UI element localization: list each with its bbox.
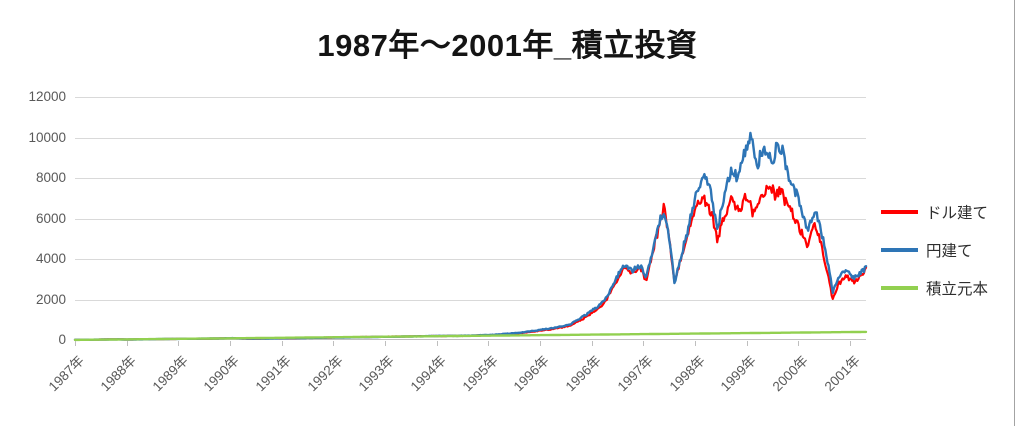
x-tick-label: 1998年 (666, 352, 708, 395)
legend-swatch-usd-line-icon (881, 210, 918, 214)
x-tick-mark (488, 341, 490, 346)
plot-area (73, 97, 868, 342)
y-tick-label: 4000 (35, 251, 66, 266)
x-tick-label: 1993年 (356, 352, 398, 395)
y-tick-label: 2000 (35, 291, 66, 307)
y-axis: 0 2000 4000 6000 8000 10000 12000 (0, 0, 66, 426)
x-tick-label: 1987年 (46, 352, 88, 395)
x-tick-mark (850, 341, 852, 346)
y-tick-label: 0 (58, 332, 66, 347)
x-tick-label: 1990年 (201, 352, 243, 395)
legend: ドル建て 円建て 積立元本 (881, 193, 988, 307)
x-tick-label: 1996年 (511, 352, 553, 395)
x-tick-mark (591, 341, 593, 346)
y-tick-label: 10000 (28, 129, 66, 145)
x-tick-mark (695, 341, 697, 346)
legend-item-principal: 積立元本 (881, 269, 988, 307)
x-tick-label: 1999年 (717, 352, 760, 395)
x-tick-mark (436, 341, 438, 346)
x-axis: 1987年 1988年 1989年 1990年 1991年 1992年 1993年 1994年… (0, 340, 1015, 426)
legend-label-usd: ドル建て (926, 205, 989, 222)
x-tick-label: 1988年 (97, 352, 140, 395)
x-tick-label: 2000年 (769, 352, 811, 395)
x-tick-mark (643, 341, 645, 346)
x-tick-mark (746, 341, 748, 346)
x-tick-label: 1996年 (562, 352, 605, 395)
chart-title: 1987年～2001年_積立投資 (317, 28, 698, 63)
series-line-1 (73, 131, 868, 342)
x-tick-mark (178, 341, 180, 346)
legend-item-usd: ドル建て (881, 193, 988, 231)
plot-svg (73, 97, 868, 342)
x-tick-mark (281, 341, 283, 346)
x-tick-label: 1994年 (407, 352, 450, 395)
series-line-2 (73, 330, 868, 342)
x-tick-mark (798, 341, 800, 346)
x-tick-mark (230, 341, 231, 346)
series-line-0 (73, 184, 868, 341)
x-tick-label: 1995年 (459, 352, 501, 395)
x-tick-mark (333, 341, 335, 346)
x-tick-label: 1989年 (149, 352, 191, 395)
legend-label-yen: 円建て (926, 243, 973, 260)
x-tick-label: 1991年 (252, 352, 295, 395)
y-tick-label: 6000 (35, 210, 66, 226)
x-tick-label: 1997年 (614, 352, 656, 395)
y-tick-label: 8000 (35, 170, 66, 185)
x-tick-mark (540, 341, 542, 346)
legend-swatch-yen-line-icon (881, 248, 918, 252)
legend-label-principal: 積立元本 (926, 281, 989, 298)
frame-right-border (1014, 0, 1015, 426)
y-tick-label: 12000 (28, 89, 66, 104)
x-tick-mark (75, 341, 76, 346)
legend-swatch-principal-line-icon (881, 286, 918, 290)
x-tick-mark (385, 341, 387, 346)
x-tick-mark (126, 341, 128, 346)
x-tick-label: 1992年 (304, 352, 346, 395)
x-tick-label: 2001年 (821, 352, 863, 395)
legend-item-yen: 円建て (881, 231, 988, 269)
